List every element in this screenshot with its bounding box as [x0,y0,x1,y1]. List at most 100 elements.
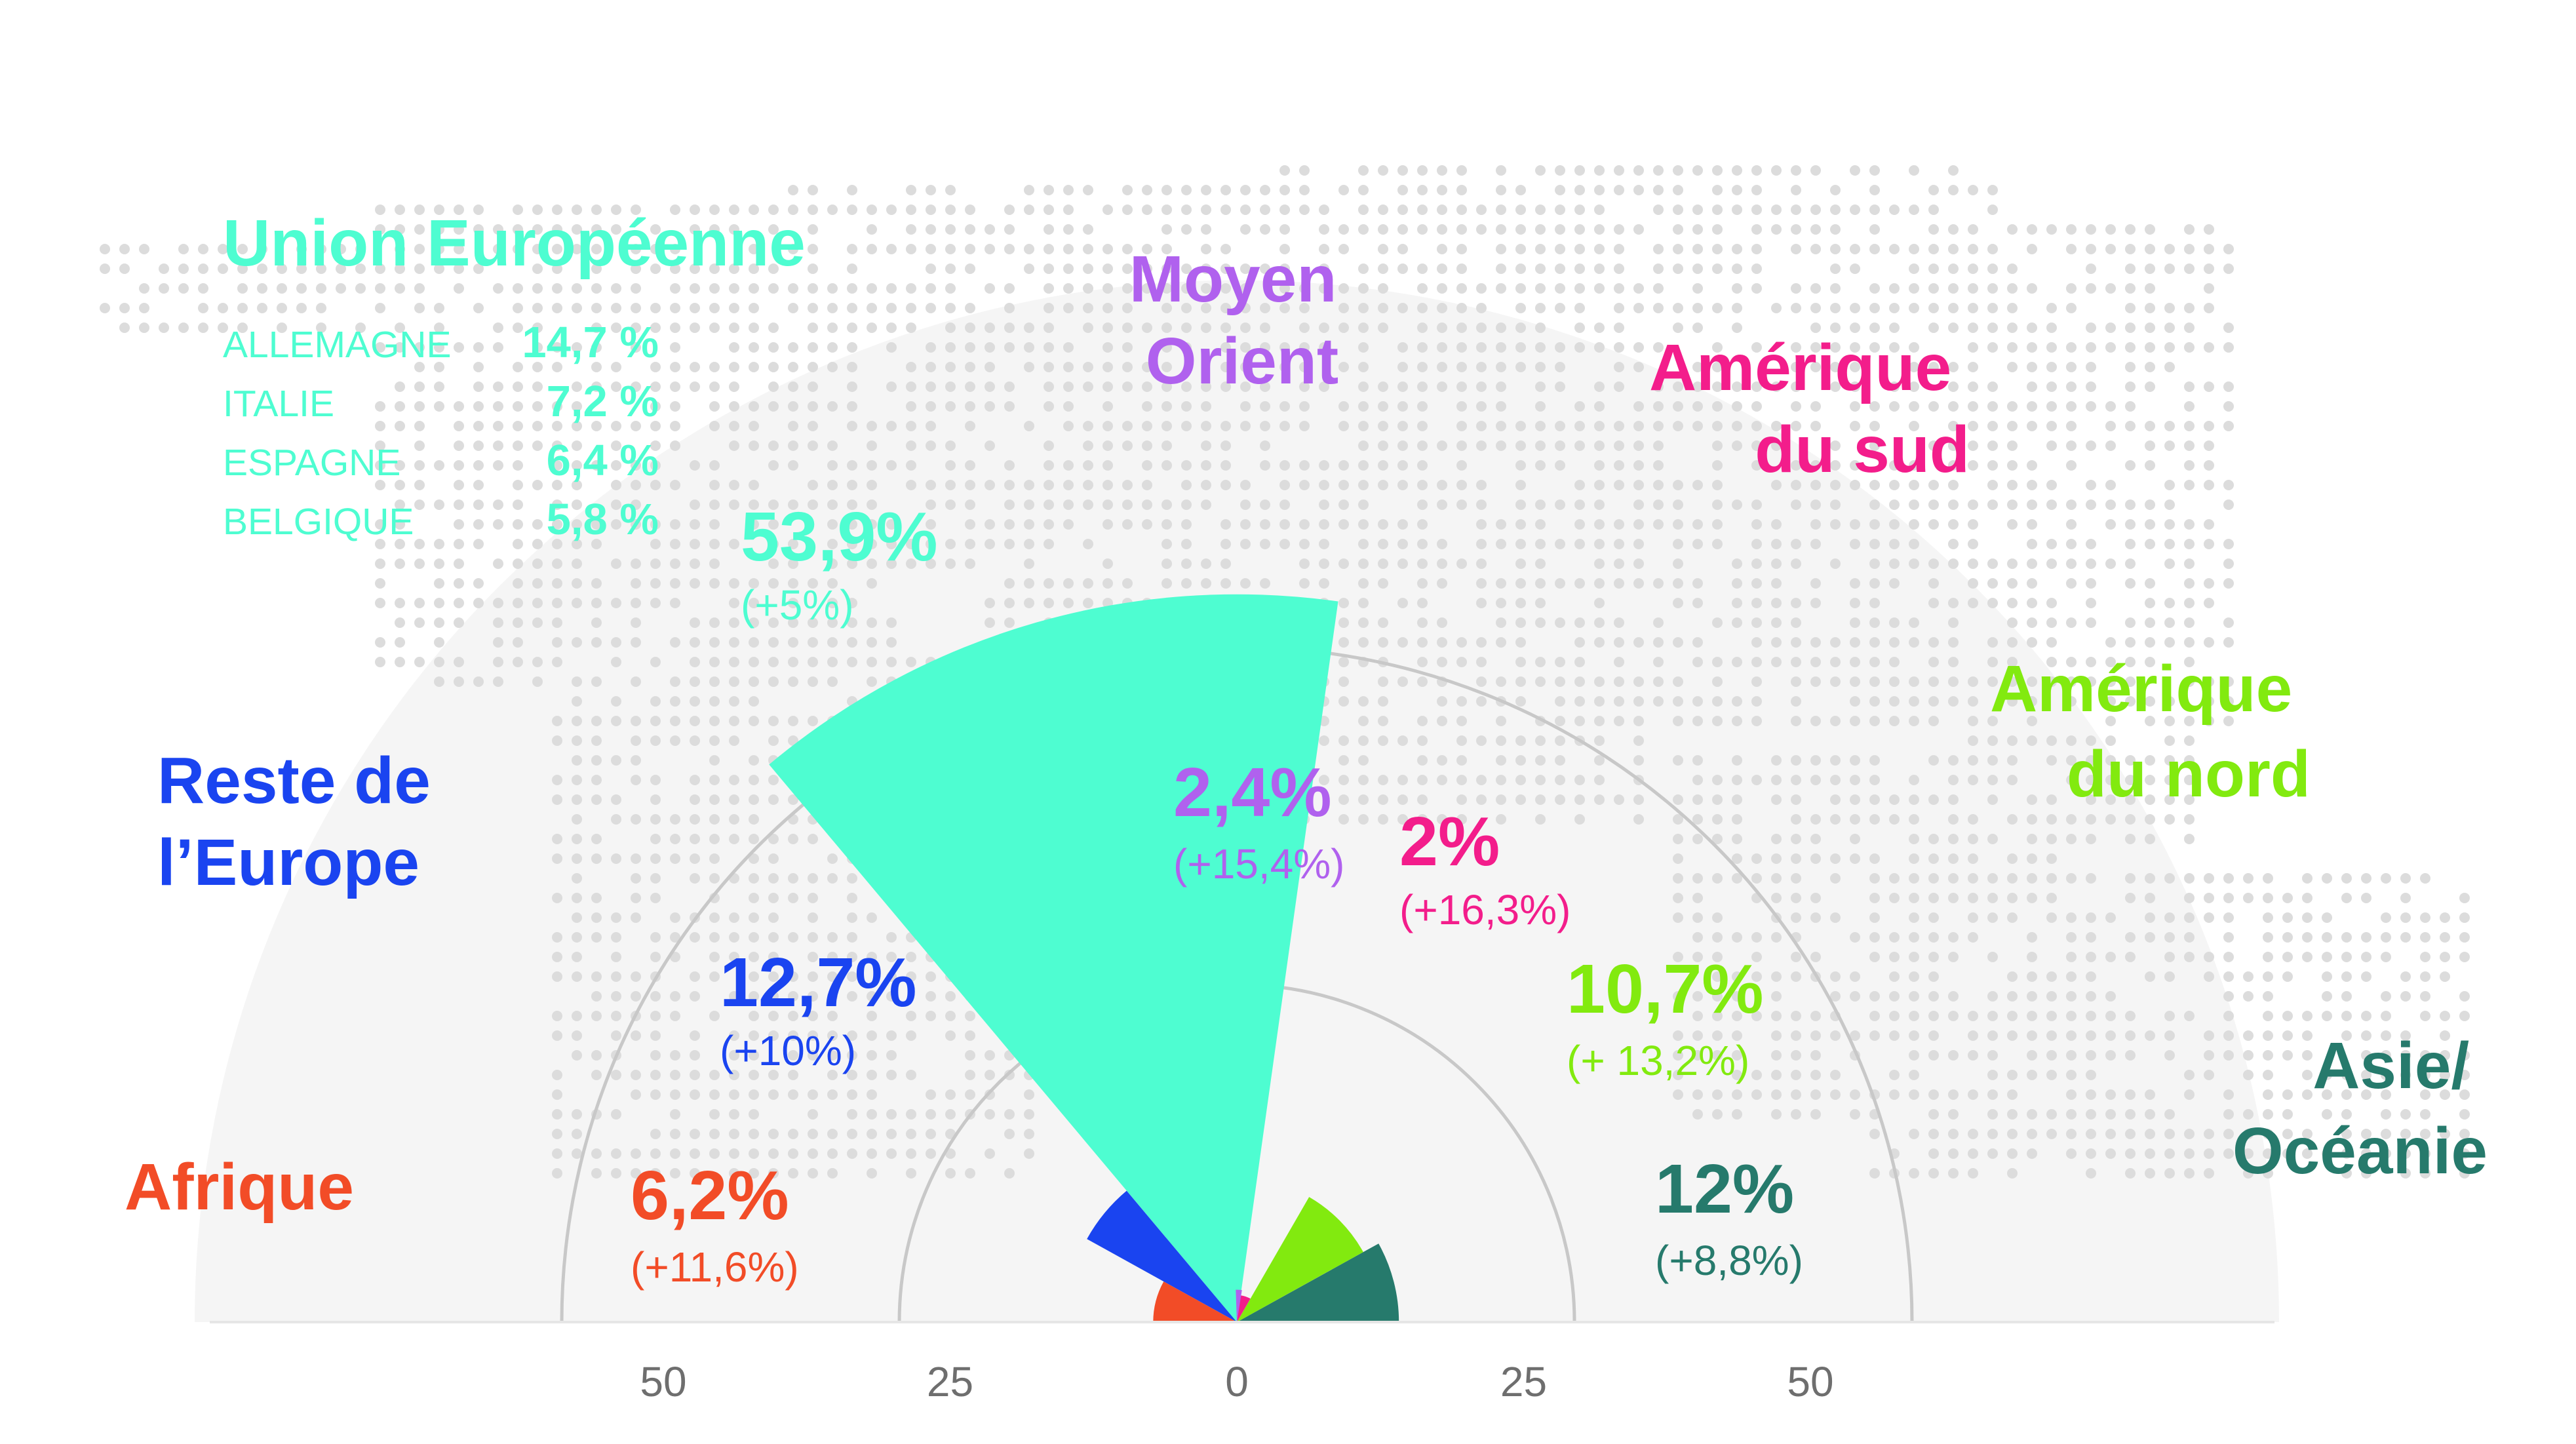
map-dot [985,283,995,294]
map-dot [1928,519,1939,530]
map-dot [1987,381,1998,392]
map-dot [2066,696,2077,707]
map-dot [2184,322,2195,333]
map-dot [611,1011,621,1021]
map-dot [2007,853,2018,864]
map-dot [572,716,582,726]
map-dot [414,283,425,294]
map-dot [690,1089,700,1100]
map-dot [1397,263,1408,274]
map-dot [159,322,169,333]
map-dot [906,558,916,569]
map-dot [1515,283,1526,294]
map-dot [1968,362,1978,372]
map-dot [1771,381,1782,392]
map-dot [1496,362,1506,372]
map-dot [493,676,503,687]
map-dot [2341,971,2352,982]
map-dot [1810,460,1821,471]
map-dot [709,205,720,215]
map-dot [1063,480,1074,490]
map-dot [1319,480,1329,490]
map-dot [1928,598,1939,608]
map-dot [611,421,621,431]
map-dot [1122,322,1133,333]
map-dot [513,440,523,451]
map-dot [1358,165,1369,176]
map-dot [1810,519,1821,530]
map-dot [1397,362,1408,372]
map-dot [1417,322,1428,333]
map-dot [2086,735,2096,746]
map-dot [1869,873,1880,884]
map-dot [1496,519,1506,530]
map-dot [1673,558,1683,569]
map-dot [1889,617,1900,628]
map-dot [1968,834,1978,844]
map-dot [434,244,444,254]
map-dot [1103,283,1113,294]
map-dot [2322,1011,2332,1021]
map-dot [1338,657,1349,667]
map-dot [1633,794,1644,805]
map-dot [1771,480,1782,490]
map-dot [1378,676,1388,687]
map-dot [1889,932,1900,943]
map-dot [1909,1129,1919,1139]
map-dot [2027,735,2037,746]
map-dot [375,558,385,569]
map-dot [709,558,720,569]
map-dot [1712,676,1723,687]
map-dot [965,342,975,353]
map-dot [2027,598,2037,608]
map-dot [788,657,798,667]
change-label-amerique-nord: (+ 13,2%) [1567,1037,1749,1084]
map-dot [2125,814,2136,825]
map-dot [1692,578,1703,589]
map-dot [690,1030,700,1041]
eu-country-value: 14,7 % [522,318,659,367]
map-dot [1260,460,1270,471]
map-dot [631,991,641,1002]
map-dot [1515,755,1526,766]
map-dot [552,1129,562,1139]
map-dot [1673,205,1683,215]
map-dot [2243,1148,2254,1159]
map-dot [1319,578,1329,589]
map-dot [847,991,857,1002]
map-dot [1633,342,1644,353]
map-dot [709,853,720,864]
map-dot [1850,932,1860,943]
map-dot [611,480,621,490]
map-dot [1515,617,1526,628]
map-dot [1358,381,1369,392]
map-dot [1751,598,1762,608]
map-dot [670,1109,680,1120]
map-dot [1024,185,1034,195]
map-dot [1751,775,1762,785]
map-dot [2282,1050,2293,1061]
map-dot [886,991,897,1002]
pct-label-reste-europe: 12,7% [720,944,917,1021]
map-dot [709,716,720,726]
map-dot [1987,263,1998,274]
map-dot [532,440,543,451]
map-dot [2164,244,2175,254]
pct-label-moyen-orient: 2,4% [1173,754,1332,831]
map-dot [1279,460,1290,471]
map-dot [1968,519,1978,530]
map-dot [985,1109,995,1120]
map-dot [237,283,248,294]
map-dot [1791,637,1801,648]
map-dot [1476,794,1487,805]
map-dot [1496,814,1506,825]
map-dot [1614,696,1624,707]
map-dot [2125,1050,2136,1061]
map-dot [493,322,503,333]
map-dot [2145,794,2155,805]
map-dot [1810,421,1821,431]
map-dot [945,539,956,549]
map-dot [552,401,562,412]
map-dot [1555,165,1565,176]
map-dot [2204,539,2214,549]
